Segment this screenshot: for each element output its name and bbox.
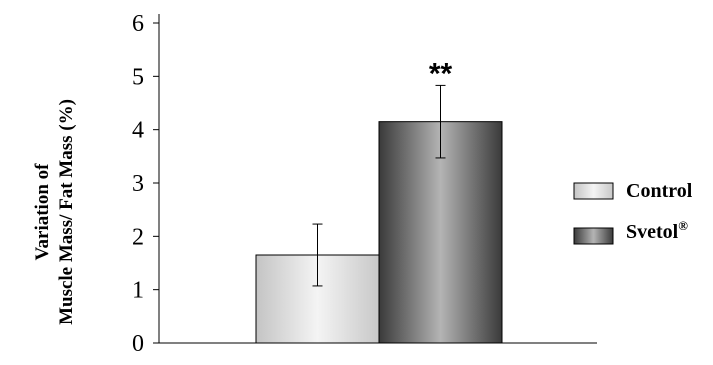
- y-tick-label: 2: [132, 224, 144, 250]
- legend-swatch-svetol: [573, 227, 614, 245]
- legend-label-svetol: Svetol®: [626, 218, 688, 243]
- y-ticks: 0 1 2 3 4 5 6: [132, 11, 159, 357]
- registered-mark: ®: [678, 218, 688, 233]
- y-tick-label: 3: [132, 171, 144, 197]
- y-axis-title: Variation of Muscle Mass/ Fat Mass (%): [32, 99, 77, 325]
- y-tick-label: 6: [132, 11, 144, 37]
- error-bars: [312, 84, 446, 287]
- legend: Control Svetol®: [573, 180, 693, 245]
- y-axis-title-line1: Variation of: [32, 163, 53, 261]
- significance-annotation: **: [429, 57, 453, 90]
- legend-swatch-control: [573, 182, 614, 200]
- y-tick-label: 5: [132, 64, 144, 90]
- y-axis-title-line2: Muscle Mass/ Fat Mass (%): [56, 99, 77, 325]
- y-tick-label: 0: [132, 331, 144, 357]
- y-tick-label: 4: [132, 118, 144, 144]
- bar-svetol: [378, 121, 503, 344]
- y-tick-label: 1: [132, 278, 144, 304]
- legend-label-control: Control: [626, 180, 693, 202]
- bars: [255, 121, 503, 344]
